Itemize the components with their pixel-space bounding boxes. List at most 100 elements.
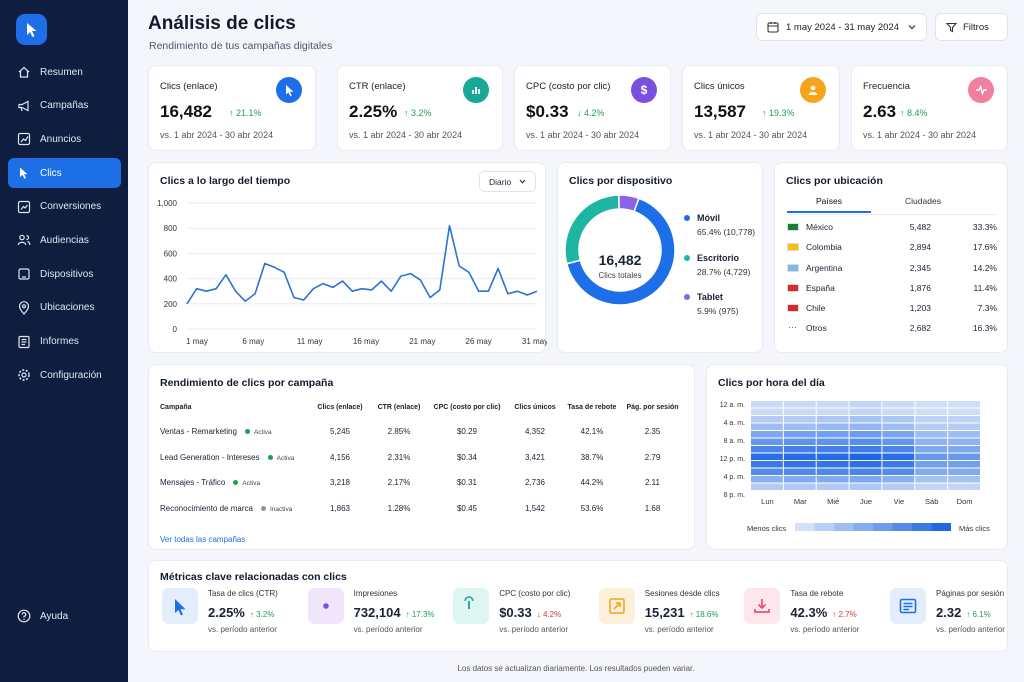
- heatmap-cell: [816, 446, 849, 453]
- date-range-picker[interactable]: 1 may 2024 - 31 may 2024: [756, 13, 927, 41]
- location-row: Colombia 2,894 17.6%: [787, 239, 997, 259]
- cell-cpc: $0.34: [456, 452, 478, 462]
- heatmap-cell: [882, 423, 915, 430]
- table-row[interactable]: Reconocimiento de marca Inactiva 1,863 1.28…: [160, 496, 685, 522]
- legend-detail: 28.7% (4,729): [697, 267, 751, 277]
- sidebar-item-label: Anuncios: [40, 133, 82, 145]
- metric-compare: vs. período anterior: [353, 625, 423, 634]
- heatmap-cell: [849, 446, 882, 453]
- cursor-icon: [162, 588, 198, 624]
- tab-ciudades[interactable]: Ciudades: [905, 196, 941, 206]
- metric-value: 732,104: [353, 605, 401, 620]
- heatmap-cell: [751, 483, 783, 490]
- campaign-performance-card: Rendimiento de clics por campaña Campaña…: [148, 364, 695, 550]
- app-logo[interactable]: [16, 14, 47, 45]
- granularity-dropdown[interactable]: Diario: [479, 171, 536, 192]
- location-row: Argentina 2,345 14.2%: [787, 260, 997, 280]
- status-badge: Activa: [242, 480, 261, 488]
- donut-total-label: Clics totales: [598, 271, 642, 280]
- kpi-compare: vs. 1 abr 2024 - 30 abr 2024: [526, 130, 640, 140]
- y-tick-label: 0: [173, 325, 178, 334]
- col-ctr: CTR (enlace): [377, 403, 421, 411]
- status-dot: [260, 505, 266, 511]
- sidebar-item-conversiones[interactable]: Conversiones: [8, 192, 121, 222]
- kpi-card-clicks: Clics (enlace) 16,482 ↑ 21.1% vs. 1 abr …: [148, 65, 316, 151]
- filter-icon: [946, 22, 957, 32]
- table-row[interactable]: Mensajes - Tráfico Activa 3,218 2.17% $0.31 2…: [160, 470, 685, 496]
- help-link[interactable]: Ayuda: [17, 609, 68, 623]
- date-range-label: 1 may 2024 - 31 may 2024: [786, 21, 900, 33]
- heatmap-cell: [882, 408, 915, 415]
- kpi-delta: ↑ 8.4%: [900, 108, 928, 118]
- location-list: México 5,482 33.3% Colombia 2,894 17.6% Argent…: [787, 219, 997, 341]
- heatmap-cell: [816, 438, 849, 445]
- calendar-icon: [767, 22, 779, 33]
- location-country: España: [806, 282, 835, 293]
- location-row: ··· Otros 2,682 16.3%: [787, 320, 997, 340]
- table-row[interactable]: Ventas - Remarketing Activa 5,245 2.85% $0.2…: [160, 419, 685, 445]
- legend-detail: 5.9% (975): [697, 306, 739, 316]
- x-tick-label: 16 may: [353, 337, 379, 346]
- metric-item: Tasa de rebote 42.3% ↑ 2.7% vs. período ant…: [744, 583, 884, 643]
- metric-delta: ↑ 17.3%: [405, 610, 435, 619]
- sidebar-item-anuncios[interactable]: Anuncios: [8, 124, 121, 154]
- metric-delta: ↑ 6.1%: [966, 610, 991, 619]
- heatmap-cell: [751, 423, 783, 430]
- tap-icon: [453, 588, 490, 624]
- cursor-icon: [276, 77, 302, 103]
- campaign-name-cell: Reconocimiento de marca Inactiva: [160, 496, 310, 522]
- sidebar-item-dispositivos[interactable]: Dispositivos: [8, 259, 121, 289]
- cell-clicks: 4,156: [329, 452, 351, 462]
- metric-compare: vs. período anterior: [499, 625, 569, 634]
- kpi-title: Frecuencia: [863, 81, 910, 92]
- col-unique: Clics únicos: [514, 403, 556, 411]
- kpi-value: 2.63: [863, 102, 897, 121]
- campaign-name-cell: Ventas - Remarketing Activa: [160, 419, 310, 445]
- kpi-compare: vs. 1 abr 2024 - 30 abr 2024: [863, 130, 977, 140]
- tab-paises[interactable]: Países: [787, 196, 871, 213]
- heatmap-chart: 12 a. m. 4 a. m. 8 a. m. 12 p. m. 4 p. m. 8 p…: [720, 401, 980, 531]
- card-title: Clics por ubicación: [786, 175, 883, 187]
- heatmap-cell: [948, 483, 980, 490]
- heatmap-cell: [948, 468, 980, 475]
- heatmap-row-label: 12 p. m.: [720, 456, 745, 463]
- sidebar-item-ubicaciones[interactable]: Ubicaciones: [8, 293, 121, 323]
- kpi-card-cpc: CPC (costo por clic) $0.33 ↓ 4.2% vs. 1 …: [514, 65, 671, 151]
- tab-divider: [787, 214, 997, 215]
- cell-ctr: 1.28%: [387, 503, 411, 513]
- sidebar-item-configuracion[interactable]: Configuración: [8, 360, 121, 390]
- location-row: Chile 1,203 7.3%: [787, 300, 997, 320]
- x-tick-label: 1 may: [186, 337, 208, 346]
- status-badge: Activa: [276, 454, 295, 462]
- y-tick-label: 200: [164, 300, 178, 309]
- sidebar-item-informes[interactable]: Informes: [8, 327, 121, 357]
- sidebar-item-resumen[interactable]: Resumen: [8, 57, 121, 87]
- metric-delta: ↑ 3.2%: [249, 610, 275, 619]
- metric-value: $0.33: [499, 605, 532, 620]
- sidebar-item-label: Configuración: [40, 369, 102, 381]
- trend-icon: [17, 200, 31, 213]
- home-icon: [18, 66, 30, 78]
- filters-button[interactable]: Filtros: [935, 13, 1008, 41]
- table-row[interactable]: Lead Generation - Intereses Activa 4,156 2.…: [160, 445, 685, 471]
- heatmap-cell: [751, 416, 783, 423]
- heatmap-legend-swatch: [814, 523, 834, 531]
- kpi-value: $0.33: [526, 102, 569, 121]
- heatmap-cell: [816, 408, 849, 415]
- page-title: Análisis de clics: [148, 13, 296, 34]
- heatmap-cell: [816, 401, 849, 408]
- view-all-campaigns-link[interactable]: Ver todas las campañas: [160, 535, 246, 544]
- status-dot: [233, 480, 239, 486]
- heatmap-row-label: 4 a. m.: [724, 420, 745, 427]
- heatmap-cell: [783, 438, 816, 445]
- cursor-icon: [26, 22, 36, 37]
- heatmap-cell: [882, 416, 915, 423]
- chevron-down-icon: [519, 179, 526, 184]
- heatmap-cell: [915, 416, 948, 423]
- heatmap-cell: [751, 468, 783, 475]
- sidebar-item-campanas[interactable]: Campañas: [8, 91, 121, 121]
- sidebar-item-clics[interactable]: Clics: [8, 158, 121, 189]
- sidebar-item-audiencias[interactable]: Audiencias: [8, 225, 121, 255]
- metric-item: Tasa de clics (CTR) 2.25% ↑ 3.2% vs. períod…: [162, 583, 302, 643]
- metric-name: Tasa de rebote: [790, 589, 844, 598]
